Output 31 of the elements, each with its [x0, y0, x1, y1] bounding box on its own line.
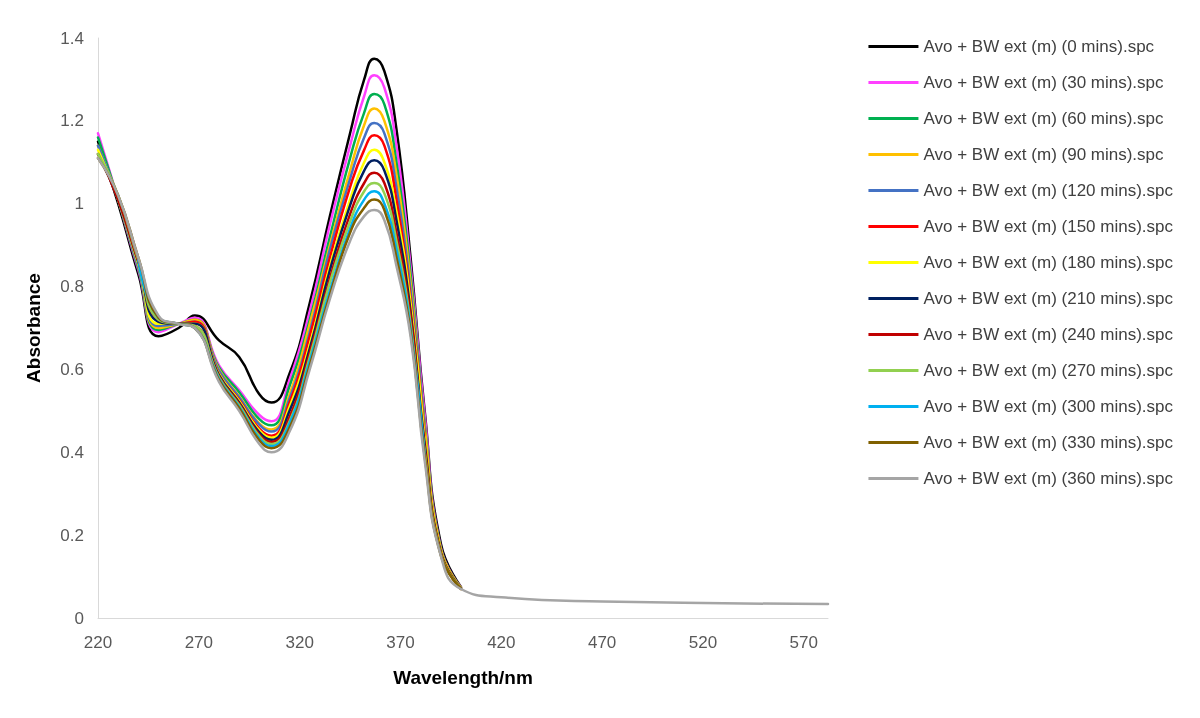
x-tick-label: 520	[688, 633, 718, 652]
legend-label: Avo + BW ext (m) (30 mins).spc	[923, 73, 1165, 92]
legend-label: Avo + BW ext (m) (150 mins).spc	[923, 217, 1174, 236]
legend-label: Avo + BW ext (m) (360 mins).spc	[923, 469, 1174, 488]
x-tick-label: 320	[285, 633, 314, 652]
x-tick-label: 570	[789, 633, 818, 652]
x-tick-label: 270	[184, 633, 214, 652]
legend-label: Avo + BW ext (m) (240 mins).spc	[923, 325, 1174, 344]
x-tick-label: 420	[487, 633, 516, 652]
y-tick-label: 0	[74, 608, 84, 628]
legend-label: Avo + BW ext (m) (180 mins).spc	[923, 253, 1174, 272]
y-tick-label: 1.2	[60, 111, 84, 131]
y-tick-label: 1	[74, 194, 84, 214]
x-tick-label: 370	[386, 633, 415, 652]
y-tick-label: 1.4	[60, 28, 84, 48]
legend-label: Avo + BW ext (m) (90 mins).spc	[923, 145, 1165, 164]
legend-label: Avo + BW ext (m) (0 mins).spc	[923, 37, 1155, 56]
legend-label: Avo + BW ext (m) (330 mins).spc	[923, 433, 1174, 452]
y-tick-label: 0.8	[60, 277, 84, 297]
legend-label: Avo + BW ext (m) (270 mins).spc	[923, 361, 1174, 380]
x-tick-label: 220	[83, 633, 113, 652]
legend-label: Avo + BW ext (m) (120 mins).spc	[923, 181, 1174, 200]
legend-label: Avo + BW ext (m) (60 mins).spc	[923, 109, 1165, 128]
y-axis-title: Absorbance	[23, 273, 44, 383]
x-tick-label: 470	[587, 633, 617, 652]
y-tick-label: 0.6	[60, 359, 84, 379]
y-tick-label: 0.2	[60, 525, 84, 545]
legend-label: Avo + BW ext (m) (210 mins).spc	[923, 289, 1174, 308]
legend-label: Avo + BW ext (m) (300 mins).spc	[923, 397, 1174, 416]
x-axis-title: Wavelength/nm	[393, 667, 533, 688]
y-tick-label: 0.4	[60, 442, 84, 462]
